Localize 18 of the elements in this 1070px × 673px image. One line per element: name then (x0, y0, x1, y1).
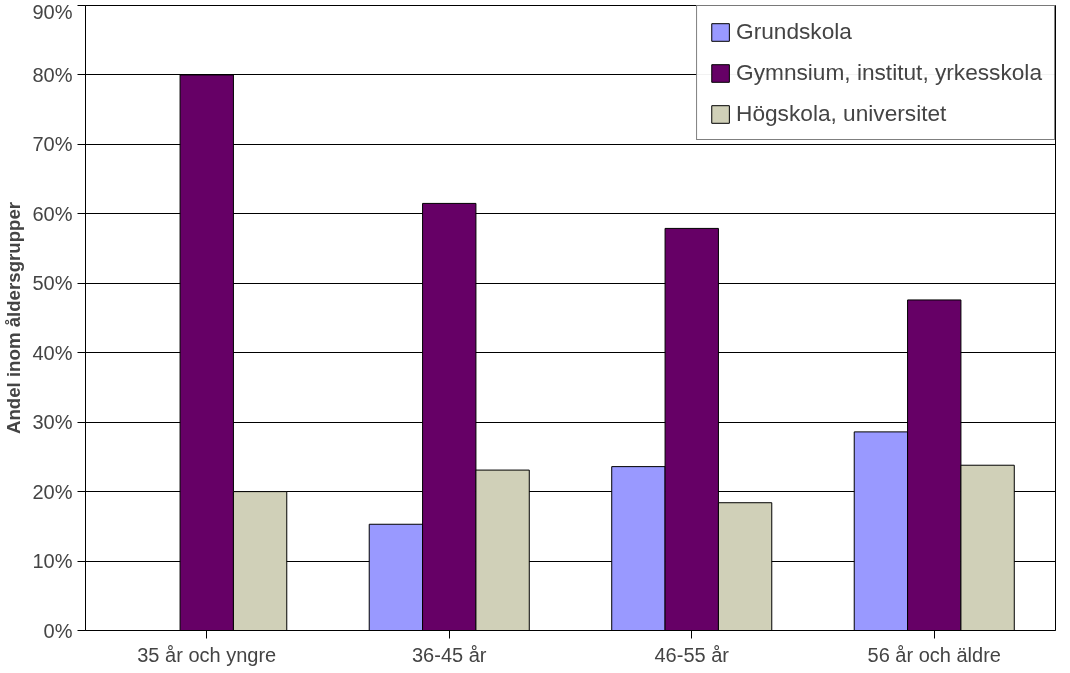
y-tick-label: 20% (32, 480, 73, 503)
y-tick-label: 0% (43, 619, 73, 642)
y-tick-label: 50% (32, 272, 73, 295)
y-tick-label: 10% (32, 550, 73, 573)
y-tick-label: 40% (32, 341, 73, 364)
y-tick-label: 90% (32, 0, 73, 23)
y-tick-label: 60% (32, 202, 73, 225)
y-tick-label: 70% (32, 133, 73, 156)
x-tick-label: 36-45 år (412, 643, 487, 666)
legend-label: Grundskola (736, 18, 852, 45)
x-tick-label: 56 år och äldre (867, 643, 1001, 666)
y-tick-label: 30% (32, 411, 73, 434)
y-axis-title: Andel inom åldersgrupper (3, 201, 25, 435)
x-tick-label: 46-55 år (654, 643, 730, 666)
x-tick-label: 35 år och yngre (137, 643, 277, 666)
legend-label: Gymnsium, institut, yrkesskola (736, 59, 1042, 86)
y-tick-label: 80% (32, 63, 73, 86)
legend-label: Högskola, universitet (736, 100, 947, 127)
